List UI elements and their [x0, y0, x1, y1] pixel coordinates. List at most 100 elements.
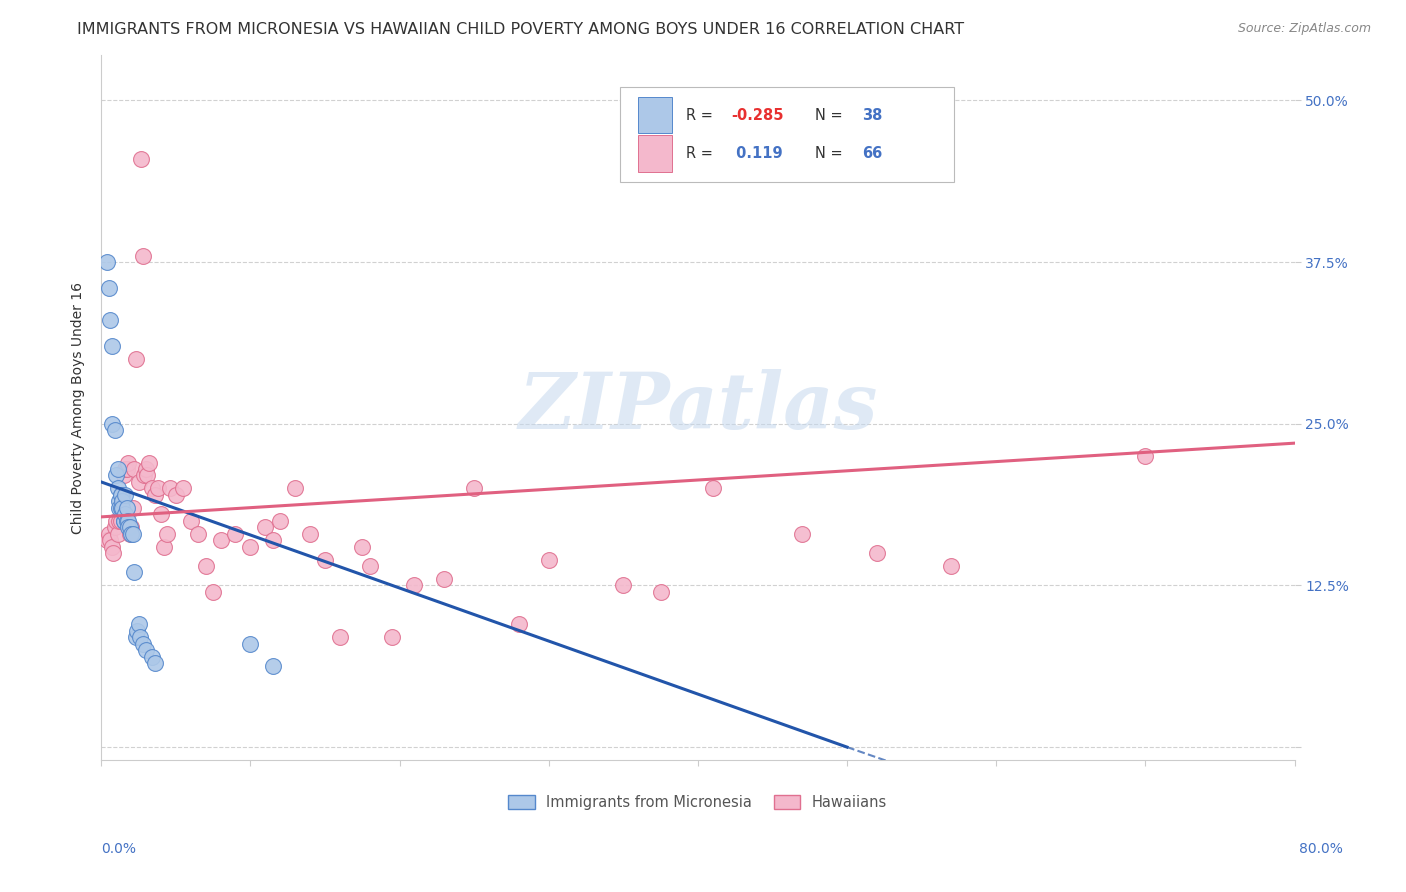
Point — [110, 488, 132, 502]
Point — [149, 508, 172, 522]
Point — [194, 559, 217, 574]
Point — [115, 462, 138, 476]
Point — [138, 456, 160, 470]
Bar — [638, 96, 672, 134]
Legend: Immigrants from Micronesia, Hawaiians: Immigrants from Micronesia, Hawaiians — [502, 789, 893, 816]
Text: N =: N = — [815, 146, 846, 161]
Point — [180, 514, 202, 528]
Point — [128, 475, 150, 489]
Point — [108, 500, 131, 515]
Point — [97, 526, 120, 541]
Point — [941, 559, 963, 574]
Point — [104, 520, 127, 534]
Point — [135, 643, 157, 657]
Point — [135, 462, 157, 476]
Point — [153, 540, 176, 554]
Y-axis label: Child Poverty Among Boys Under 16: Child Poverty Among Boys Under 16 — [72, 282, 86, 533]
Point — [114, 488, 136, 502]
Point — [299, 526, 322, 541]
Point — [108, 494, 131, 508]
Point — [262, 533, 284, 548]
Point — [187, 526, 209, 541]
Point — [132, 249, 155, 263]
Point — [100, 540, 122, 554]
Point — [136, 468, 159, 483]
Point — [100, 417, 122, 431]
Point — [117, 456, 139, 470]
Point — [165, 488, 187, 502]
Point — [537, 552, 560, 566]
Point — [141, 482, 163, 496]
Point — [463, 482, 485, 496]
Point — [209, 533, 232, 548]
Point — [702, 482, 724, 496]
Text: R =: R = — [686, 108, 717, 122]
Point — [134, 468, 156, 483]
Point — [1135, 449, 1157, 463]
Point — [612, 578, 634, 592]
Text: 38: 38 — [862, 108, 883, 122]
Point — [508, 617, 530, 632]
Point — [359, 559, 381, 574]
Point — [118, 520, 141, 534]
Text: 0.119: 0.119 — [731, 146, 783, 161]
Point — [122, 566, 145, 580]
Point — [650, 585, 672, 599]
Point — [141, 649, 163, 664]
Point — [239, 637, 262, 651]
Point — [284, 482, 307, 496]
Point — [202, 585, 225, 599]
Point — [404, 578, 426, 592]
Text: ZIPatlas: ZIPatlas — [519, 369, 877, 446]
Point — [143, 656, 166, 670]
Point — [97, 281, 120, 295]
Point — [105, 514, 128, 528]
Point — [98, 533, 121, 548]
Point — [124, 630, 146, 644]
Point — [122, 462, 145, 476]
Point — [131, 152, 153, 166]
Text: -0.285: -0.285 — [731, 108, 783, 122]
Point — [115, 514, 138, 528]
Text: 80.0%: 80.0% — [1299, 842, 1343, 856]
Point — [329, 630, 352, 644]
Point — [114, 508, 136, 522]
Point — [433, 572, 456, 586]
Point — [96, 533, 118, 548]
Point — [117, 514, 139, 528]
Point — [101, 546, 124, 560]
Point — [115, 500, 138, 515]
Point — [120, 526, 142, 541]
Point — [112, 514, 135, 528]
Point — [110, 488, 132, 502]
Text: IMMIGRANTS FROM MICRONESIA VS HAWAIIAN CHILD POVERTY AMONG BOYS UNDER 16 CORRELA: IMMIGRANTS FROM MICRONESIA VS HAWAIIAN C… — [77, 22, 965, 37]
Point — [262, 658, 284, 673]
Point — [352, 540, 374, 554]
Text: 66: 66 — [862, 146, 883, 161]
Point — [114, 462, 136, 476]
Point — [146, 482, 169, 496]
Point — [159, 482, 181, 496]
Point — [132, 637, 155, 651]
Point — [239, 540, 262, 554]
Point — [128, 617, 150, 632]
Point — [254, 520, 277, 534]
Point — [120, 520, 142, 534]
Point — [107, 462, 129, 476]
Point — [143, 488, 166, 502]
Point — [125, 624, 148, 638]
Text: R =: R = — [686, 146, 717, 161]
Point — [111, 500, 134, 515]
Point — [124, 352, 146, 367]
Point — [314, 552, 336, 566]
Point — [118, 526, 141, 541]
Point — [100, 339, 122, 353]
FancyBboxPatch shape — [620, 87, 955, 182]
Text: Source: ZipAtlas.com: Source: ZipAtlas.com — [1237, 22, 1371, 36]
Point — [121, 500, 143, 515]
Point — [172, 482, 194, 496]
Point — [112, 514, 135, 528]
Point — [121, 526, 143, 541]
Point — [866, 546, 889, 560]
Point — [108, 514, 131, 528]
